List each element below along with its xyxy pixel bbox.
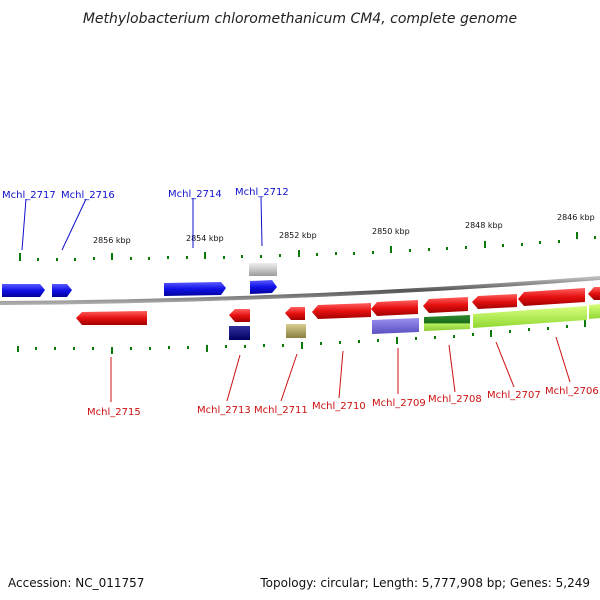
forward-label-lines <box>21 196 263 251</box>
gene-mchl-2708[interactable] <box>423 297 468 313</box>
gene-mchl-2711[interactable] <box>285 307 305 320</box>
gene-mchl-2715[interactable] <box>76 311 147 325</box>
gene-mchl-2709[interactable] <box>371 300 418 316</box>
label-mchl-2715: Mchl_2715 <box>87 407 141 418</box>
label-mchl-2712: Mchl_2712 <box>235 187 289 198</box>
lower-scale-ticks <box>17 320 586 354</box>
genome-backbone <box>0 276 600 305</box>
feature-dark-green[interactable] <box>424 315 470 331</box>
label-mchl-2708: Mchl_2708 <box>428 394 482 405</box>
feature-track <box>229 304 600 340</box>
scale-label-2848: 2848 kbp <box>465 221 503 230</box>
gene-mchl-2714[interactable] <box>164 282 226 296</box>
label-mchl-2707: Mchl_2707 <box>487 390 541 401</box>
topology-text: Topology: circular; Length: 5,777,908 bp… <box>260 576 590 590</box>
gene-edge-partial[interactable] <box>588 287 600 300</box>
label-mchl-2714: Mchl_2714 <box>168 189 222 200</box>
feature-purple[interactable] <box>372 318 419 334</box>
reverse-genes <box>76 287 600 325</box>
scale-label-2846: 2846 kbp <box>557 213 595 222</box>
accession-text: Accession: NC_011757 <box>8 576 145 590</box>
label-mchl-2717: Mchl_2717 <box>2 190 56 201</box>
gene-mchl-2713[interactable] <box>229 309 250 322</box>
gene-mchl-2710[interactable] <box>312 303 371 319</box>
gene-mchl-2716[interactable] <box>52 284 72 297</box>
scale-label-2856: 2856 kbp <box>93 236 131 245</box>
gene-mchl-2706[interactable] <box>518 288 585 306</box>
label-mchl-2710: Mchl_2710 <box>312 401 366 412</box>
label-mchl-2716: Mchl_2716 <box>61 190 115 201</box>
reverse-label-lines <box>110 336 571 402</box>
forward-genes <box>2 263 277 297</box>
feature-light-green[interactable] <box>473 306 587 328</box>
label-mchl-2713: Mchl_2713 <box>197 405 251 416</box>
feature-olive[interactable] <box>286 324 306 338</box>
gene-mchl-2717[interactable] <box>2 284 45 297</box>
label-mchl-2706: Mchl_2706 <box>545 386 599 397</box>
feature-navy[interactable] <box>229 326 250 340</box>
scale-label-2850: 2850 kbp <box>372 227 410 236</box>
upper-scale-ticks <box>19 232 596 261</box>
feature-light-green-edge[interactable] <box>589 304 600 319</box>
gene-mchl-2712[interactable] <box>250 280 277 294</box>
label-mchl-2709: Mchl_2709 <box>372 398 426 409</box>
scale-label-2852: 2852 kbp <box>279 231 317 240</box>
map-title: Methylobacterium chloromethanicum CM4, c… <box>83 11 517 27</box>
scale-label-2854: 2854 kbp <box>186 234 224 243</box>
label-mchl-2711: Mchl_2711 <box>254 405 308 416</box>
gene-grey-feature[interactable] <box>249 263 277 276</box>
gene-mchl-2707[interactable] <box>472 294 517 309</box>
